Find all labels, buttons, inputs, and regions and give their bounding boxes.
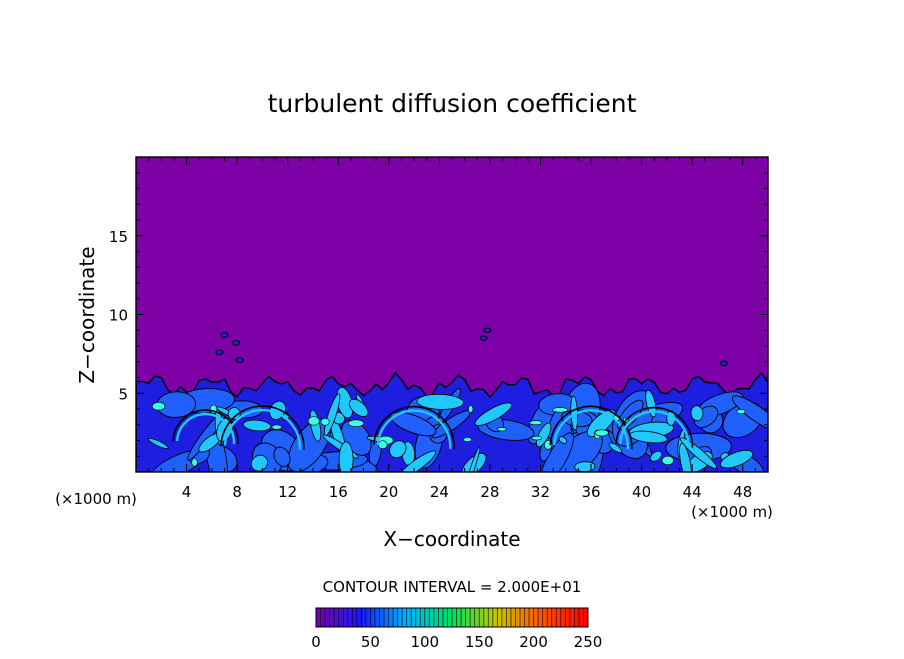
field-peak [320, 417, 330, 426]
field-filament [536, 422, 552, 448]
field-patch [731, 395, 768, 432]
field-filament [558, 436, 568, 444]
y-axis-label: Z−coordinate [75, 246, 99, 383]
vortex-arc-fill [223, 408, 302, 450]
x-tick-label: 12 [278, 483, 297, 501]
isolated-eddy [231, 340, 240, 346]
x-tick-label: 48 [733, 483, 752, 501]
field-filament [250, 454, 268, 472]
field-filament [679, 442, 692, 472]
vortex-arc [549, 405, 633, 450]
vortex-arc-fill [175, 412, 236, 445]
y-tick-label: 15 [109, 228, 128, 246]
colorbar-tick-label: 50 [361, 633, 380, 651]
colorbar-tick-label: 200 [519, 633, 548, 651]
y-tick-label: 5 [118, 385, 128, 403]
vortex-arc [615, 406, 694, 448]
isolated-eddy [215, 349, 224, 356]
z-axis-unit: (×1000 m) [55, 490, 137, 508]
field-filament [348, 398, 369, 417]
vortex-arc [220, 405, 305, 450]
field-filament [574, 461, 596, 472]
contour-interval-label: CONTOUR INTERVAL = 2.000E+01 [323, 578, 582, 596]
colorbar-tick-label: 100 [410, 633, 439, 651]
field-filament [586, 409, 616, 438]
isolated-eddy [235, 357, 244, 363]
x-tick-label: 44 [683, 483, 702, 501]
isolated-eddy [220, 332, 229, 338]
field-peak [347, 419, 364, 427]
field-peak [736, 409, 746, 415]
field-filament [397, 450, 437, 472]
field-peak [462, 437, 472, 442]
chart-title: turbulent diffusion coefficient [268, 89, 637, 118]
field-filament [645, 389, 657, 418]
field-peak [531, 435, 543, 441]
x-tick-label: 40 [632, 483, 651, 501]
vortex-arc-fill [376, 409, 452, 449]
vortex-arc [373, 405, 456, 449]
x-tick-label: 16 [329, 483, 348, 501]
colorbar: 0 50 100 150 200 250 [311, 607, 603, 651]
vortex-arc-fill [553, 409, 630, 450]
field-filament [389, 440, 407, 459]
x-tick-label: 8 [232, 483, 242, 501]
x-tick-label: 36 [581, 483, 600, 501]
field-filament [465, 446, 481, 472]
field-peak [307, 416, 320, 426]
isolated-eddy [483, 327, 492, 334]
vortex-arc-fill [618, 410, 690, 448]
field-filament [690, 405, 704, 422]
x-tick-label: 4 [182, 483, 192, 501]
field-filament [242, 419, 272, 432]
field-filament [416, 393, 464, 410]
field-filament [719, 449, 754, 469]
vortex-arc [172, 409, 239, 445]
field-filament [148, 438, 169, 449]
x-axis-label: X−coordinate [383, 527, 520, 551]
turbulent-field [136, 327, 768, 472]
field-peak [191, 458, 198, 467]
field-peak [529, 420, 543, 426]
field-patch [273, 446, 291, 467]
y-tick-label: 10 [109, 307, 128, 325]
field-peak [496, 427, 507, 432]
field-filament [608, 442, 622, 453]
field-peak [552, 407, 569, 413]
x-tick-label: 28 [480, 483, 499, 501]
field-peak [152, 402, 166, 411]
x-axis-unit: (×1000 m) [691, 503, 773, 521]
field-filament [649, 450, 663, 462]
x-tick-label: 24 [430, 483, 449, 501]
isolated-eddy [719, 360, 728, 367]
field-filament [474, 402, 513, 426]
isolated-eddy [479, 335, 488, 341]
field-filament [338, 441, 354, 472]
colorbar-tick-label: 150 [465, 633, 494, 651]
colorbar-tick-label: 250 [574, 633, 603, 651]
field-patch [389, 411, 437, 437]
field-peak [594, 429, 609, 437]
x-tick-label: 32 [531, 483, 550, 501]
field-peak [377, 440, 388, 450]
colorbar-tick-label: 0 [311, 633, 321, 651]
field-peak [271, 424, 282, 430]
field-peak [468, 405, 474, 413]
x-tick-label: 20 [379, 483, 398, 501]
field-peak [661, 455, 674, 466]
